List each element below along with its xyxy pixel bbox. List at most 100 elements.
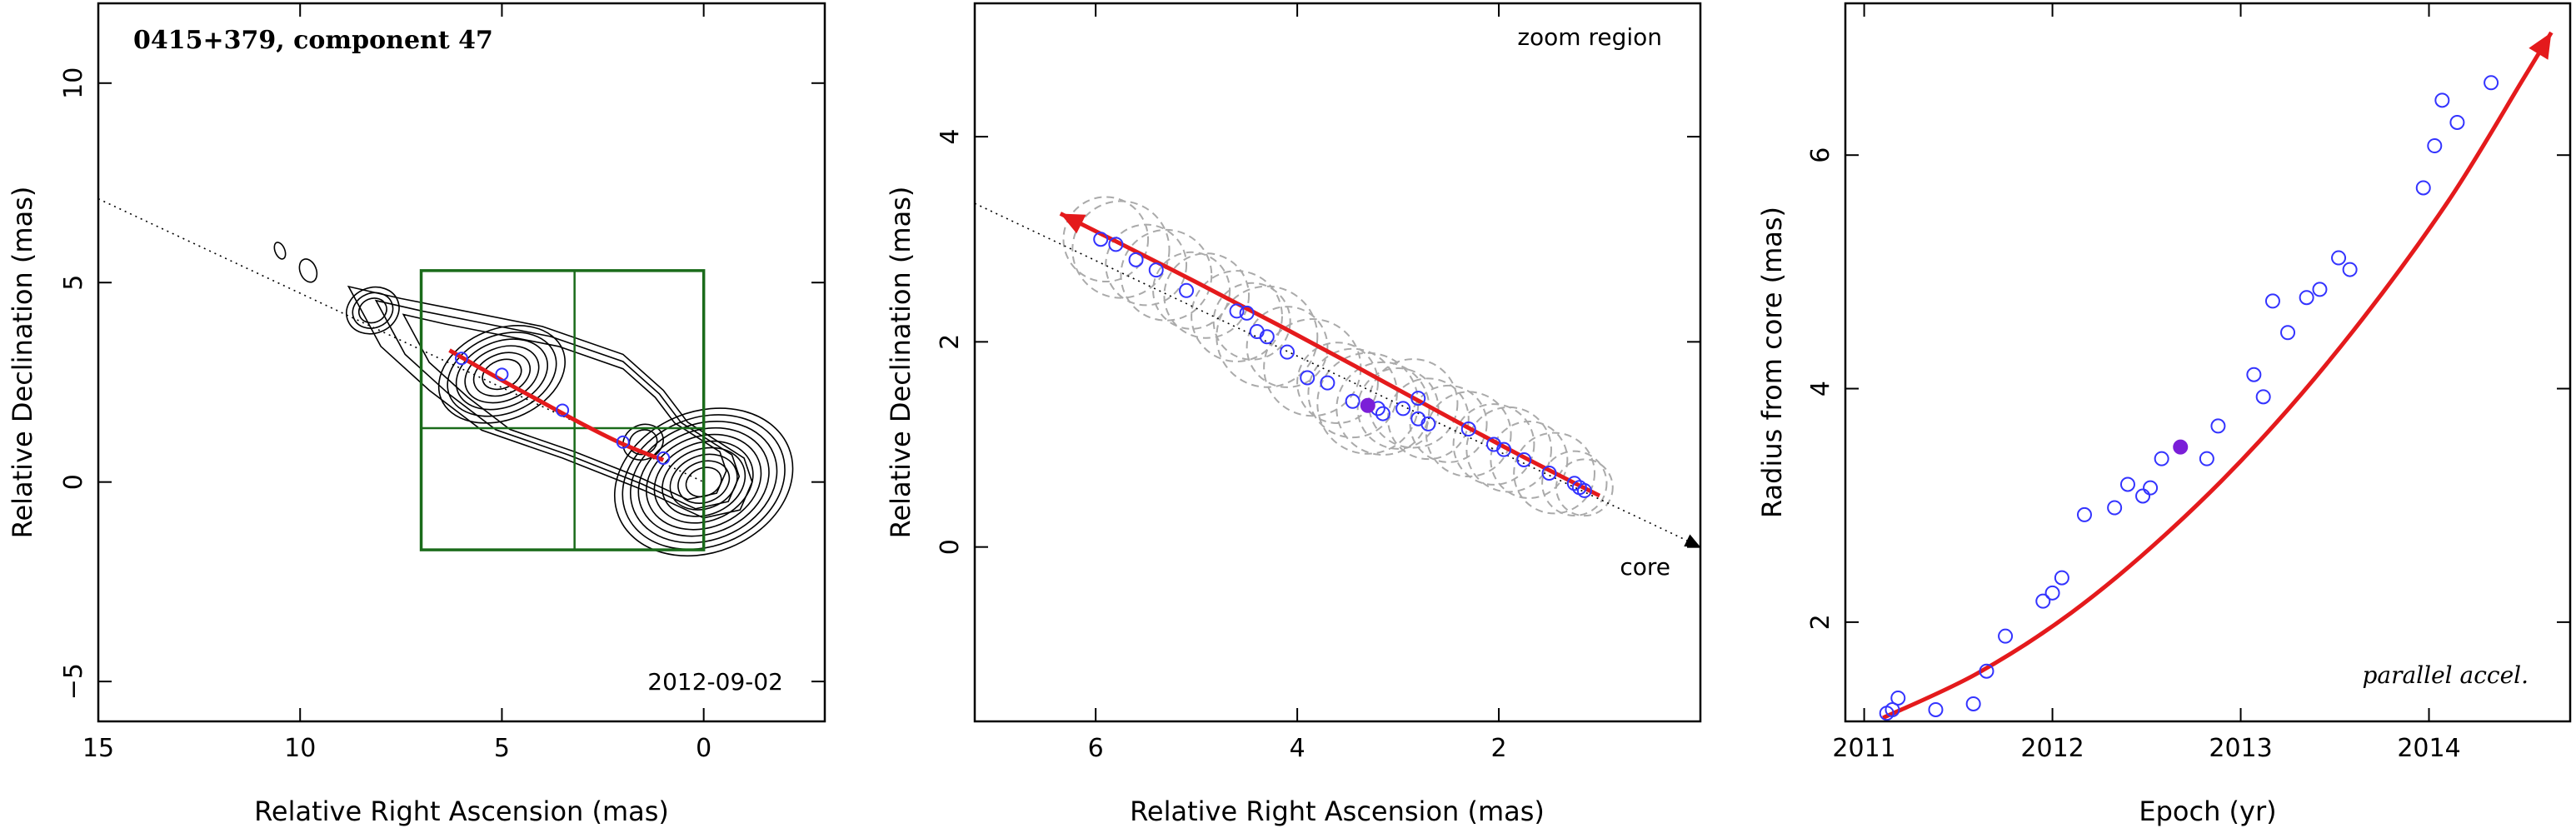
component-point xyxy=(1576,482,1592,498)
component-point xyxy=(1259,329,1275,345)
contour-envelope xyxy=(347,285,753,519)
jet-axis-line xyxy=(975,202,1698,546)
epoch-point xyxy=(2255,389,2271,405)
component-point xyxy=(1375,406,1390,421)
epoch-point xyxy=(2449,114,2465,130)
component-size-circle xyxy=(1490,420,1569,499)
panel-a-ylabel: Relative Declination (mas) xyxy=(7,187,38,539)
panel-c-ylabel: Radius from core (mas) xyxy=(1756,207,1788,518)
panel-b-ytick-label: 2 xyxy=(936,334,965,350)
panel-c-xlabel: Epoch (yr) xyxy=(2139,796,2276,827)
component-point xyxy=(1496,441,1512,457)
contour-line xyxy=(273,242,287,260)
contour-line xyxy=(482,358,522,391)
contour-line xyxy=(646,433,762,531)
component-point xyxy=(1300,370,1315,386)
component-point xyxy=(1229,303,1245,319)
epoch-point xyxy=(2331,250,2347,266)
component-size-circle xyxy=(1246,306,1329,388)
component-size-circle xyxy=(1216,285,1319,388)
panel-a-xtick-label: 5 xyxy=(494,734,510,763)
epoch-point xyxy=(2342,262,2358,277)
trajectory-line xyxy=(448,348,665,462)
component-size-circle xyxy=(1513,431,1595,515)
panel-b-xlabel: Relative Right Ascension (mas) xyxy=(1130,796,1545,827)
component-point xyxy=(1345,393,1360,409)
component-size-circle xyxy=(1316,352,1420,455)
epoch-point xyxy=(2044,585,2060,601)
panel-c-ytick-label: 2 xyxy=(1806,614,1835,630)
panel-b-ylabel: Relative Declination (mas) xyxy=(885,187,916,539)
contour-line xyxy=(464,345,540,404)
component-point xyxy=(455,352,468,366)
trajectory-line xyxy=(1059,212,1601,498)
panel-a-xtick-label: 0 xyxy=(696,734,711,763)
panel-a-xtick-label: 10 xyxy=(284,734,316,763)
contour-line xyxy=(357,297,387,324)
component-point xyxy=(1410,391,1426,407)
panel-c-frame xyxy=(1844,2,2572,723)
component-size-circle xyxy=(1191,270,1283,362)
current-epoch-point xyxy=(2173,439,2189,455)
panel-c-ytick-label: 4 xyxy=(1806,381,1835,397)
core-label: core xyxy=(1620,553,1670,581)
component-size-circle xyxy=(1120,228,1213,322)
contour-line xyxy=(472,352,532,397)
epoch-point xyxy=(2119,476,2135,492)
fit-curve-arrow xyxy=(2529,32,2552,60)
current-epoch-point xyxy=(1360,397,1375,413)
component-size-circle xyxy=(1356,367,1440,450)
component-size-circle xyxy=(1452,403,1535,486)
epoch-point xyxy=(2054,570,2069,586)
panel-b-ytick-label: 0 xyxy=(936,539,965,555)
component-point xyxy=(1108,237,1124,252)
contour-line xyxy=(677,460,731,504)
panel-c-xtick-label: 2011 xyxy=(1832,734,1895,763)
epoch-point xyxy=(2264,293,2280,309)
epoch-point xyxy=(1885,701,1900,717)
contour-line xyxy=(346,286,400,335)
contour-line xyxy=(352,292,394,329)
parallel-accel-label: parallel accel. xyxy=(2362,661,2529,689)
contour-line xyxy=(661,446,746,517)
epoch-point xyxy=(2434,92,2450,108)
contour-line xyxy=(685,466,722,498)
epoch-point xyxy=(1998,628,2014,644)
component-size-circle xyxy=(1409,384,1488,463)
panel-c-ticks: 2011 2012 2013 2014 2 4 6 xyxy=(1806,3,2570,763)
epoch-point xyxy=(2210,418,2226,434)
epoch-point xyxy=(2484,75,2499,91)
zoom-box xyxy=(419,269,706,551)
component-point xyxy=(556,403,570,417)
contour-line xyxy=(622,414,786,551)
component-size-circle xyxy=(1105,223,1188,307)
panel-c-xtick-label: 2014 xyxy=(2397,734,2460,763)
component-size-circle xyxy=(1163,252,1251,339)
contour-envelope xyxy=(402,313,727,501)
epoch-point xyxy=(1979,663,1994,679)
component-size-circle xyxy=(1335,361,1430,456)
contour-line xyxy=(437,325,567,424)
component-point xyxy=(1395,401,1411,416)
component-point xyxy=(616,435,630,449)
trajectory-arrow xyxy=(1060,213,1086,234)
contour-line xyxy=(298,258,318,283)
component-point xyxy=(1128,252,1144,267)
epoch-point xyxy=(1928,701,1944,717)
component-point xyxy=(1280,344,1295,360)
component-size-circle xyxy=(1062,196,1150,283)
epoch-point xyxy=(2427,137,2443,153)
contour-line xyxy=(669,453,738,511)
panel-a-ytick-label: 5 xyxy=(59,275,88,291)
panel-a-title: 0415+379, component 47 xyxy=(133,26,493,55)
component-point xyxy=(1320,375,1335,391)
fit-curve xyxy=(1882,31,2554,721)
contour-map-panel: 15 10 5 0 −5 0 5 10 0415+379, component 47 2012… xyxy=(7,2,826,827)
zoom-plot-area xyxy=(975,196,1700,547)
panel-b-title: zoom region xyxy=(1517,23,1662,51)
component-size-circle xyxy=(1296,342,1379,425)
epoch-point xyxy=(2299,290,2314,306)
panel-a-ytick-label: 0 xyxy=(59,474,88,490)
component-point xyxy=(1148,262,1164,278)
